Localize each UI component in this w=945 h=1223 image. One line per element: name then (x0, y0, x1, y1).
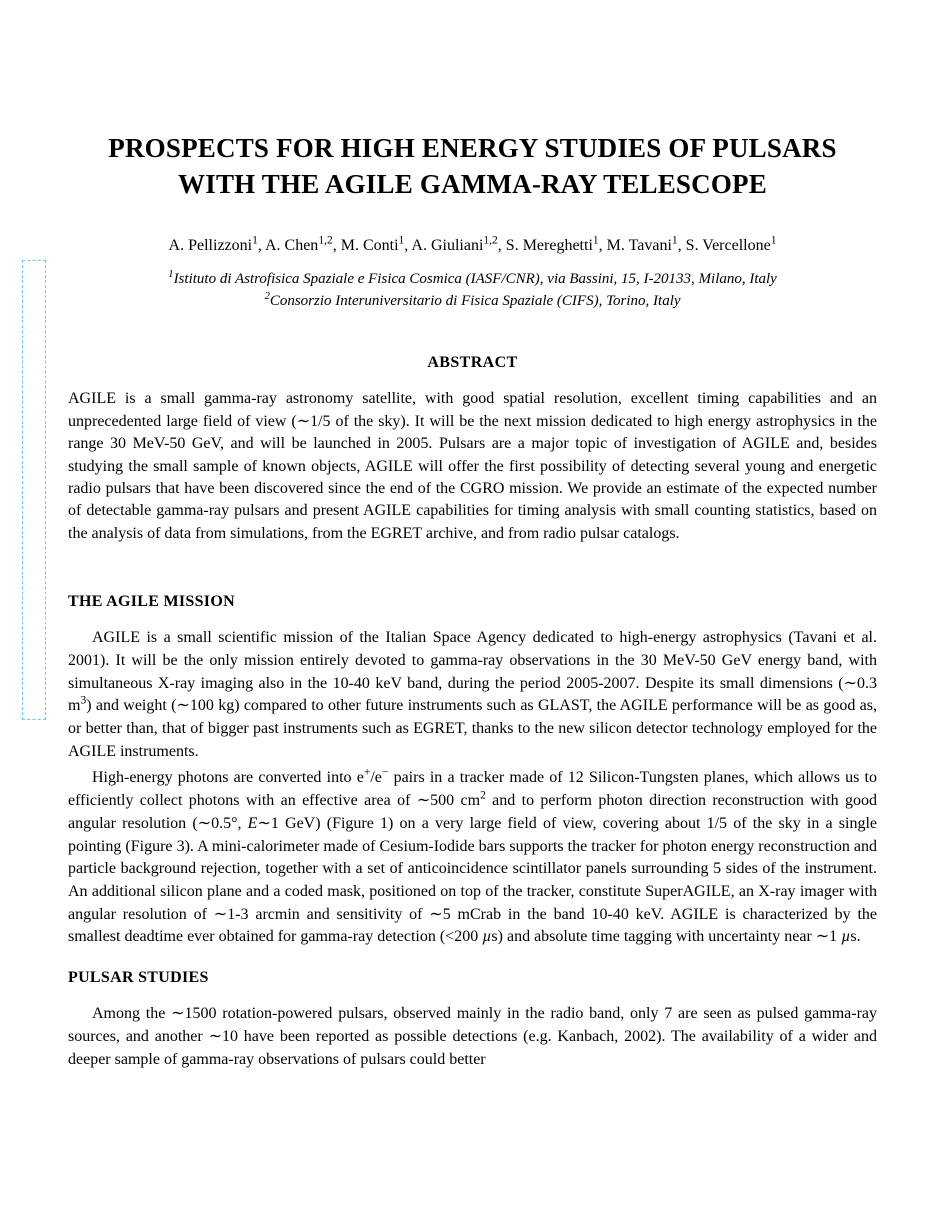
abstract-body: AGILE is a small gamma-ray astronomy sat… (68, 388, 877, 545)
abstract-heading: ABSTRACT (68, 354, 877, 372)
arxiv-sidebar-placeholder (22, 260, 46, 720)
paragraph: AGILE is a small scientific mission of t… (68, 627, 877, 763)
author-list: A. Pellizzoni1, A. Chen1,2, M. Conti1, A… (68, 237, 877, 255)
paragraph: Among the ∼1500 rotation-powered pulsars… (68, 1003, 877, 1071)
section-heading-pulsar-studies: PULSAR STUDIES (68, 969, 877, 987)
paragraph: High-energy photons are converted into e… (68, 767, 877, 949)
paper-page: PROSPECTS FOR HIGH ENERGY STUDIES OF PUL… (0, 0, 945, 1223)
affiliations: 1Istituto di Astrofisica Spaziale e Fisi… (68, 269, 877, 313)
section-heading-agile-mission: THE AGILE MISSION (68, 593, 877, 611)
paper-title: PROSPECTS FOR HIGH ENERGY STUDIES OF PUL… (68, 130, 877, 203)
